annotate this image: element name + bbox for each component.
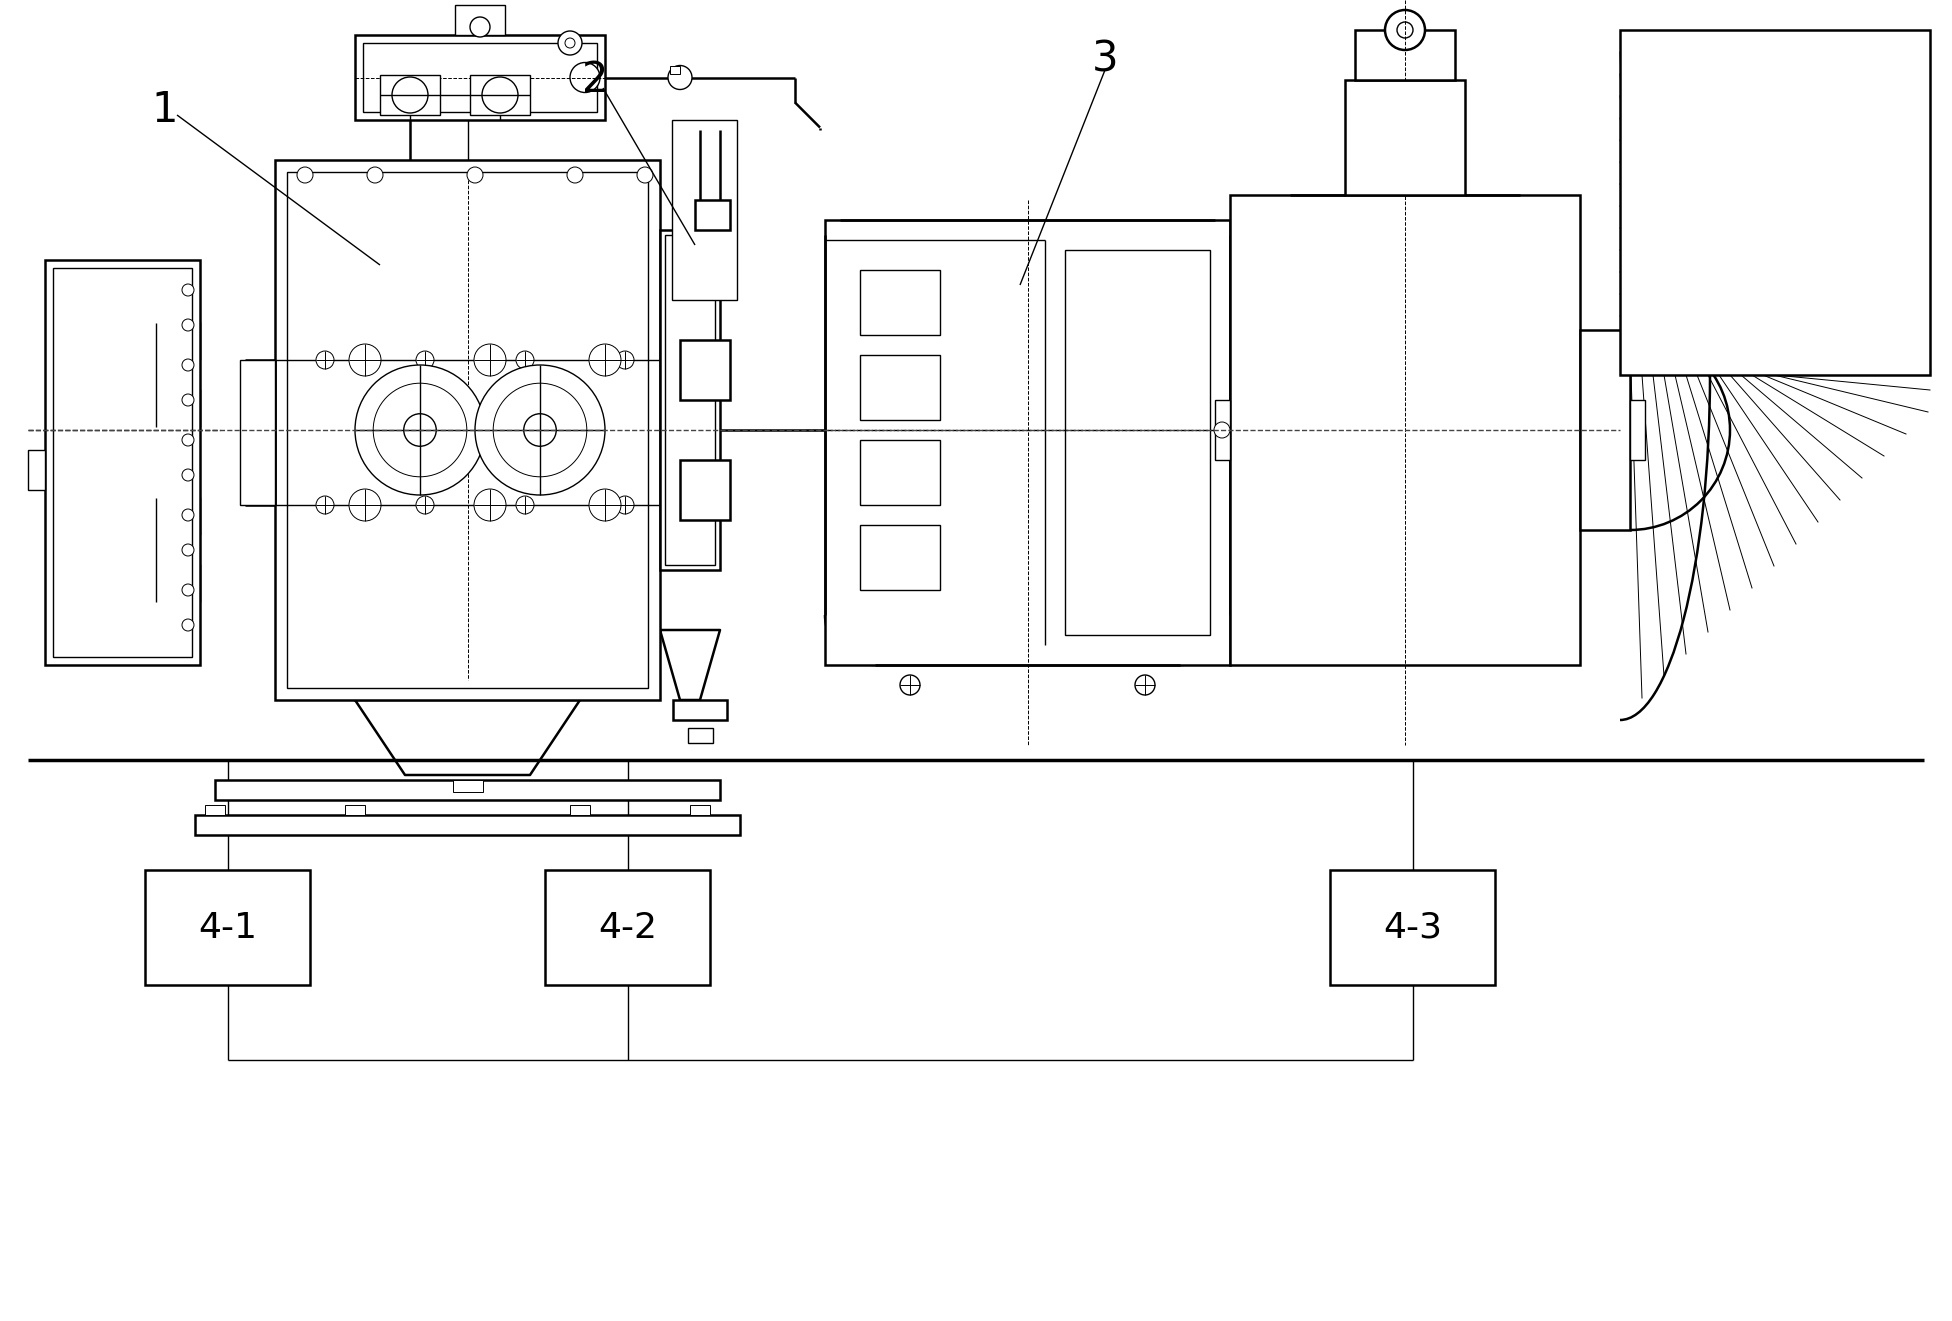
Bar xyxy=(1230,196,1579,664)
Circle shape xyxy=(523,413,556,446)
Bar xyxy=(570,804,590,815)
Text: 2: 2 xyxy=(582,59,609,100)
Circle shape xyxy=(316,495,334,514)
Circle shape xyxy=(182,544,193,556)
Bar xyxy=(453,779,482,793)
Text: 1: 1 xyxy=(152,89,178,131)
Bar xyxy=(1355,30,1454,81)
Bar xyxy=(1214,400,1230,460)
Bar xyxy=(679,339,730,400)
Bar xyxy=(1579,330,1630,530)
Bar xyxy=(195,815,740,835)
Circle shape xyxy=(617,495,634,514)
Bar xyxy=(861,440,941,505)
Circle shape xyxy=(1386,11,1425,50)
Bar xyxy=(679,460,730,520)
Circle shape xyxy=(182,284,193,296)
Bar xyxy=(1630,400,1646,460)
Bar xyxy=(275,160,660,700)
Circle shape xyxy=(1134,675,1156,695)
Circle shape xyxy=(1398,22,1413,38)
Bar xyxy=(381,75,439,115)
Circle shape xyxy=(182,620,193,631)
Circle shape xyxy=(316,351,334,369)
Circle shape xyxy=(564,38,576,48)
Bar xyxy=(1345,81,1466,196)
Bar xyxy=(689,804,711,815)
Circle shape xyxy=(467,166,482,184)
Circle shape xyxy=(182,318,193,332)
Bar xyxy=(861,524,941,590)
Circle shape xyxy=(182,469,193,481)
Bar xyxy=(826,221,1230,664)
Circle shape xyxy=(367,166,383,184)
Circle shape xyxy=(470,17,490,37)
Bar xyxy=(346,804,365,815)
Bar xyxy=(666,235,714,565)
Circle shape xyxy=(590,489,621,520)
Circle shape xyxy=(182,435,193,446)
Bar xyxy=(671,120,738,300)
Bar xyxy=(1329,871,1495,985)
Bar xyxy=(545,871,711,985)
Circle shape xyxy=(482,77,517,114)
Circle shape xyxy=(474,489,506,520)
Bar xyxy=(455,5,506,34)
Circle shape xyxy=(474,343,506,376)
Circle shape xyxy=(1214,421,1230,439)
Circle shape xyxy=(590,343,621,376)
Circle shape xyxy=(416,495,433,514)
Bar xyxy=(660,230,720,569)
Circle shape xyxy=(515,495,535,514)
Bar xyxy=(695,199,730,230)
Bar xyxy=(45,260,199,664)
Text: 4-2: 4-2 xyxy=(597,910,658,945)
Bar xyxy=(470,75,531,115)
Bar xyxy=(1066,250,1210,635)
Bar xyxy=(861,355,941,420)
Bar xyxy=(670,66,679,74)
Circle shape xyxy=(349,489,381,520)
Text: 4-3: 4-3 xyxy=(1384,910,1443,945)
Bar xyxy=(53,268,191,657)
Bar xyxy=(687,728,712,742)
Circle shape xyxy=(404,413,435,446)
Circle shape xyxy=(474,365,605,495)
Circle shape xyxy=(182,359,193,371)
Bar xyxy=(673,700,726,720)
Circle shape xyxy=(182,394,193,406)
Circle shape xyxy=(355,365,484,495)
Bar xyxy=(144,871,310,985)
Circle shape xyxy=(900,675,919,695)
Circle shape xyxy=(570,62,599,92)
Bar xyxy=(215,779,720,801)
Circle shape xyxy=(636,166,654,184)
Circle shape xyxy=(668,66,693,90)
Bar xyxy=(205,804,224,815)
Circle shape xyxy=(182,509,193,520)
Bar xyxy=(1620,30,1931,375)
Circle shape xyxy=(416,351,433,369)
Bar xyxy=(363,44,597,112)
Circle shape xyxy=(297,166,312,184)
Text: 3: 3 xyxy=(1091,40,1118,81)
Bar xyxy=(240,361,275,505)
Bar xyxy=(861,269,941,336)
Circle shape xyxy=(392,77,427,114)
Circle shape xyxy=(617,351,634,369)
Circle shape xyxy=(182,584,193,596)
Circle shape xyxy=(558,30,582,55)
Bar xyxy=(355,34,605,120)
Text: 4-1: 4-1 xyxy=(197,910,258,945)
Circle shape xyxy=(515,351,535,369)
Circle shape xyxy=(349,343,381,376)
Bar xyxy=(287,172,648,688)
Bar xyxy=(27,450,45,490)
Circle shape xyxy=(566,166,584,184)
